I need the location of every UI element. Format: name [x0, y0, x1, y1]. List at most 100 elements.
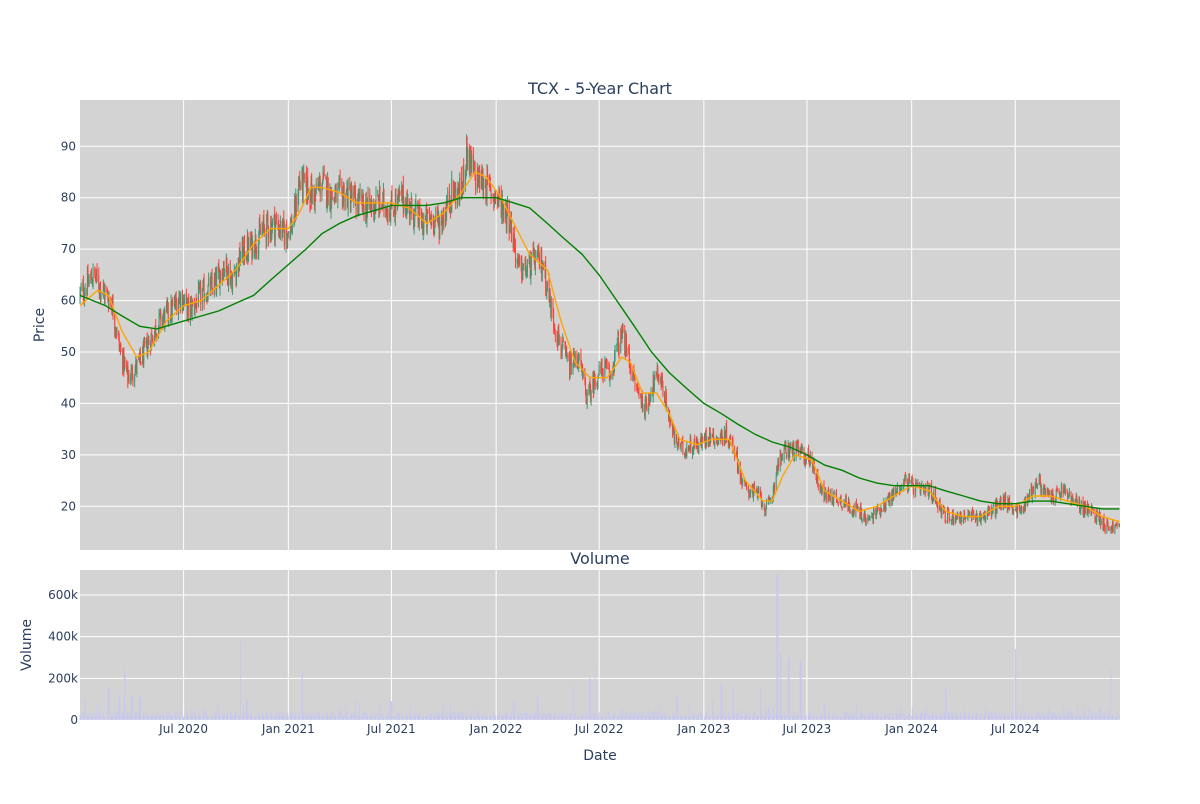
candle-body: [887, 495, 889, 500]
volume-bar: [313, 712, 315, 720]
candle-body: [825, 494, 827, 502]
volume-bar: [550, 713, 552, 720]
candle-body: [737, 469, 739, 472]
volume-bar: [171, 715, 173, 720]
volume-bar: [1025, 712, 1026, 720]
candle-body: [785, 454, 787, 458]
candle-body: [118, 337, 120, 348]
volume-bar: [362, 712, 364, 720]
candle-body: [903, 481, 905, 482]
volume-bar: [1114, 717, 1116, 720]
candle-body: [1071, 497, 1073, 499]
candle-body: [959, 516, 960, 521]
volume-bar: [923, 714, 925, 720]
candle-body: [821, 489, 823, 492]
candle-body: [968, 511, 970, 517]
volume-bar: [982, 717, 984, 720]
volume-bar: [849, 717, 851, 720]
volume-bar: [561, 713, 563, 720]
volume-bar: [239, 717, 241, 720]
candle-body: [525, 258, 527, 276]
candle-body: [275, 218, 277, 224]
candle-body: [213, 277, 215, 295]
x-tick-label: Jan 2021: [261, 722, 315, 736]
candle-body: [979, 511, 981, 518]
volume-bar: [414, 714, 416, 720]
candle-body: [915, 483, 917, 485]
candle-body: [793, 457, 795, 459]
candle-body: [1000, 499, 1002, 510]
candle-body: [645, 397, 647, 401]
volume-bar: [99, 712, 101, 720]
candle-body: [182, 293, 183, 311]
volume-bar: [668, 716, 669, 720]
volume-bar: [904, 717, 906, 720]
candle-body: [196, 301, 198, 310]
candle-body: [398, 190, 400, 197]
volume-bar: [1066, 715, 1068, 720]
volume-bar: [804, 716, 806, 720]
candle-body: [219, 272, 221, 290]
volume-bar: [112, 714, 113, 720]
candle-body: [509, 230, 511, 232]
volume-bar: [446, 718, 448, 720]
volume-bar: [187, 713, 188, 720]
volume-bar: [359, 703, 360, 720]
volume-bar: [638, 713, 640, 720]
candle-body: [851, 511, 853, 514]
volume-bar: [273, 715, 275, 720]
volume-bar: [1018, 716, 1020, 720]
volume-bar: [1108, 715, 1110, 720]
candle-body: [311, 187, 313, 204]
volume-bar: [805, 714, 807, 720]
candle-body: [861, 521, 863, 523]
candle-body: [1032, 487, 1034, 494]
candle-body: [668, 414, 670, 420]
candle-body: [1047, 489, 1049, 492]
candle-body: [869, 518, 870, 519]
volume-bar: [645, 718, 647, 720]
candle-body: [952, 509, 954, 524]
volume-bar: [904, 717, 906, 720]
candle-body: [775, 476, 777, 488]
candle-body: [254, 253, 256, 257]
volume-bar: [1050, 712, 1052, 720]
candle-body: [553, 325, 555, 330]
candle-body: [225, 258, 227, 273]
volume-bar: [585, 715, 587, 720]
volume-bar: [717, 717, 719, 720]
volume-bar: [203, 711, 205, 720]
volume-bar: [799, 661, 801, 720]
volume-bar: [279, 712, 281, 720]
candle-body: [940, 508, 942, 515]
candle-body: [200, 285, 202, 304]
volume-bar: [299, 715, 301, 720]
volume-bar: [620, 712, 622, 720]
volume-bar: [717, 713, 718, 720]
volume-bar: [431, 714, 433, 720]
candle-body: [917, 482, 919, 485]
candle-body: [908, 476, 910, 481]
candle-body: [481, 172, 483, 190]
volume-bar: [1036, 718, 1038, 720]
volume-bar: [1102, 718, 1104, 720]
volume-bar: [598, 712, 600, 720]
candle-body: [976, 514, 978, 515]
candle-body: [446, 201, 448, 207]
candle-body: [367, 192, 369, 204]
volume-bar: [832, 717, 834, 720]
candle-body: [951, 518, 953, 523]
volume-bar: [608, 711, 610, 720]
volume-bar: [84, 699, 85, 720]
candle-body: [1092, 508, 1094, 511]
candle-body: [335, 184, 337, 203]
candle-body: [457, 181, 459, 191]
volume-bar: [1079, 716, 1080, 720]
candle-body: [385, 207, 387, 212]
volume-bar: [893, 717, 894, 720]
volume-bar: [932, 711, 934, 720]
candle-body: [1047, 488, 1049, 495]
volume-bar: [155, 716, 157, 720]
candle-body: [1060, 485, 1062, 495]
